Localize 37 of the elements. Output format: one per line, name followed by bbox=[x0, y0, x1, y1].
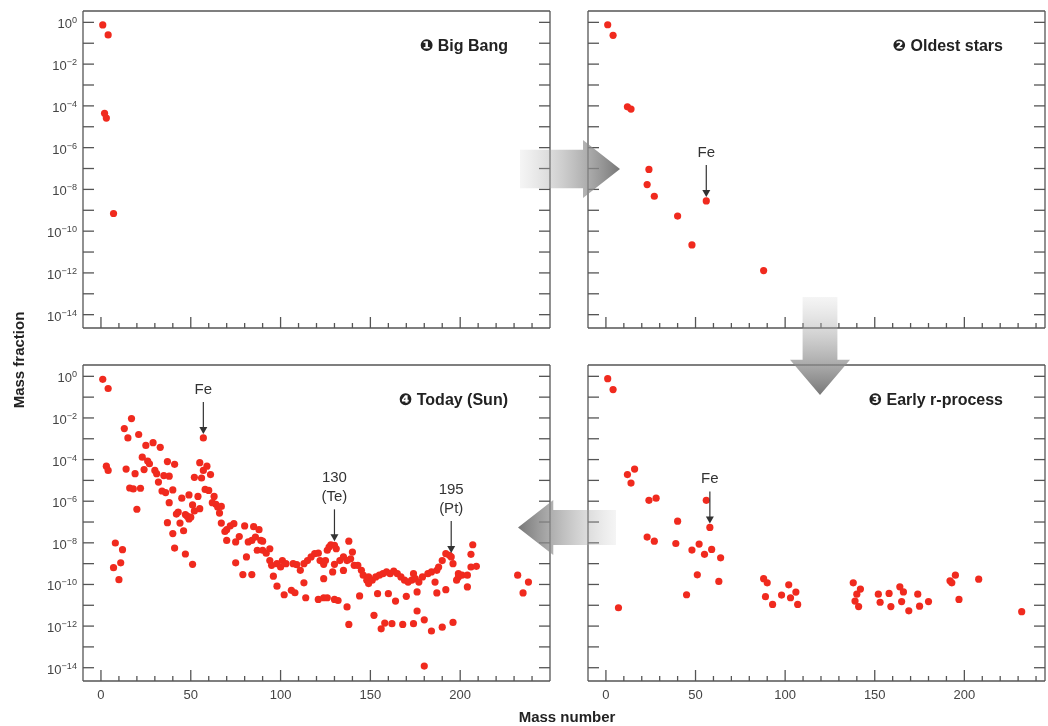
text: ❷ Oldest stars bbox=[892, 36, 1003, 55]
y-tick-label: 10$^{−12}$ bbox=[47, 265, 77, 282]
x-tick-label: 100 bbox=[269, 687, 292, 702]
y-tick-label: 10$^{−8}$ bbox=[52, 182, 77, 199]
text: ❸ Early r-process bbox=[868, 390, 1003, 409]
y-tick-label: 10$^{−8}$ bbox=[52, 535, 77, 552]
y-axis-title: Mass fraction bbox=[9, 311, 27, 409]
x-tick-label: 150 bbox=[359, 687, 382, 702]
text: ❹ Today (Sun) bbox=[398, 390, 508, 409]
annotation: Fe bbox=[697, 142, 716, 160]
x-tick-label: 50 bbox=[183, 687, 198, 702]
x-tick-label: 100 bbox=[774, 687, 796, 702]
y-tick-label: 10$^{0}$ bbox=[57, 369, 77, 386]
y-tick-label: 10$^{−10}$ bbox=[47, 577, 77, 594]
annotation: 195 (Pt) bbox=[438, 479, 464, 516]
y-tick-label: 10$^{−12}$ bbox=[47, 619, 77, 636]
y-tick-label: 10$^{−2}$ bbox=[52, 410, 77, 427]
x-tick-label: 50 bbox=[688, 687, 703, 702]
y-tick-label: 10$^{−6}$ bbox=[52, 140, 77, 157]
y-tick-label: 10$^{−14}$ bbox=[47, 660, 77, 677]
x-axis-title: Mass number bbox=[518, 707, 616, 725]
y-tick-label: 10$^{−10}$ bbox=[47, 224, 77, 241]
annotation: Fe bbox=[194, 379, 213, 397]
y-tick-label: 10$^{0}$ bbox=[57, 15, 77, 32]
x-tick-label: 150 bbox=[863, 687, 886, 702]
y-tick-label: 10$^{−6}$ bbox=[52, 494, 77, 511]
x-tick-label: 0 bbox=[97, 687, 105, 702]
y-tick-label: 10$^{−2}$ bbox=[52, 57, 77, 74]
x-tick-label: 0 bbox=[602, 687, 610, 702]
x-tick-label: 200 bbox=[449, 687, 472, 702]
annotation: 130 (Te) bbox=[321, 468, 348, 505]
y-tick-label: 10$^{−4}$ bbox=[52, 98, 77, 115]
annotation: Fe bbox=[701, 469, 719, 487]
y-tick-label: 10$^{−4}$ bbox=[52, 452, 77, 469]
y-tick-label: 10$^{−14}$ bbox=[47, 307, 77, 324]
x-tick-label: 200 bbox=[953, 687, 976, 702]
text: ❶ Big Bang bbox=[419, 36, 508, 55]
